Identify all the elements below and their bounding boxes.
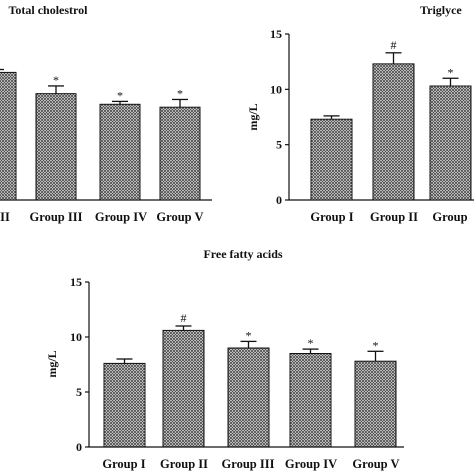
category-label: Group III xyxy=(30,210,83,224)
plot-area-triglycerides: 0 5 10 15 mg/L Group I # Group II * Group xyxy=(246,27,474,224)
y-axis-label: mg/L xyxy=(45,350,59,377)
y-tick-label: 15 xyxy=(270,27,282,41)
y-tick-label: 0 xyxy=(76,440,82,454)
plot-area-free-fatty-acids: 0 5 10 15 mg/L Group I # Group II * Group III * Gro… xyxy=(45,275,404,471)
panel-total-cholesterol: Total cholestrol p II * Group III * Group IV… xyxy=(0,3,212,224)
y-tick-label: 0 xyxy=(276,193,282,207)
category-label: Group IV xyxy=(285,457,337,471)
significance-marker: # xyxy=(391,38,397,52)
plot-area-total-cholesterol: p II * Group III * Group IV * Group V xyxy=(0,68,212,224)
bar-group-i xyxy=(103,362,146,448)
bar-group-iii xyxy=(227,347,270,448)
y-tick-label: 5 xyxy=(276,138,282,152)
bar-group xyxy=(429,85,472,201)
significance-marker: # xyxy=(181,311,187,325)
category-label: Group III xyxy=(222,457,275,471)
significance-marker: * xyxy=(117,88,123,102)
chart-title-triglycerides: Triglyce xyxy=(420,3,462,17)
significance-marker: * xyxy=(448,65,454,79)
category-label: Group V xyxy=(352,457,399,471)
significance-marker: * xyxy=(53,73,59,87)
y-tick-label: 10 xyxy=(270,82,282,96)
chart-title-free-fatty-acids: Free fatty acids xyxy=(203,247,282,261)
bar-group-ii xyxy=(372,63,415,201)
bar-group-iv xyxy=(99,103,141,201)
y-tick-label: 10 xyxy=(70,330,82,344)
significance-marker: * xyxy=(177,86,183,100)
significance-marker: * xyxy=(308,336,314,350)
category-label: Group V xyxy=(156,210,203,224)
y-axis-label: mg/L xyxy=(246,103,260,130)
panel-triglycerides: Triglyce 0 5 10 15 mg/L Group I # Group II * Grou… xyxy=(246,3,474,224)
category-label: Group I xyxy=(102,457,145,471)
category-label: Group II xyxy=(370,210,418,224)
category-label: Group II xyxy=(160,457,208,471)
bar-group-ii xyxy=(162,329,205,448)
category-label: p II xyxy=(0,210,10,224)
bar-p-ii xyxy=(0,71,17,201)
y-tick-label: 15 xyxy=(70,275,82,289)
panel-free-fatty-acids: Free fatty acids 0 5 10 15 mg/L Group I # Group… xyxy=(45,247,404,471)
chart-title-total-cholesterol: Total cholestrol xyxy=(8,3,88,17)
y-tick-label: 5 xyxy=(76,385,82,399)
bar-group-v xyxy=(159,106,201,201)
category-label: Group IV xyxy=(95,210,147,224)
bar-group-iv xyxy=(289,353,332,448)
bar-group-v xyxy=(354,360,397,448)
category-label: Group I xyxy=(310,210,353,224)
bar-group-i xyxy=(310,118,353,201)
significance-marker: * xyxy=(246,328,252,342)
significance-marker: * xyxy=(373,338,379,352)
category-label: Group xyxy=(432,210,467,224)
bar-group-iii xyxy=(35,93,77,201)
